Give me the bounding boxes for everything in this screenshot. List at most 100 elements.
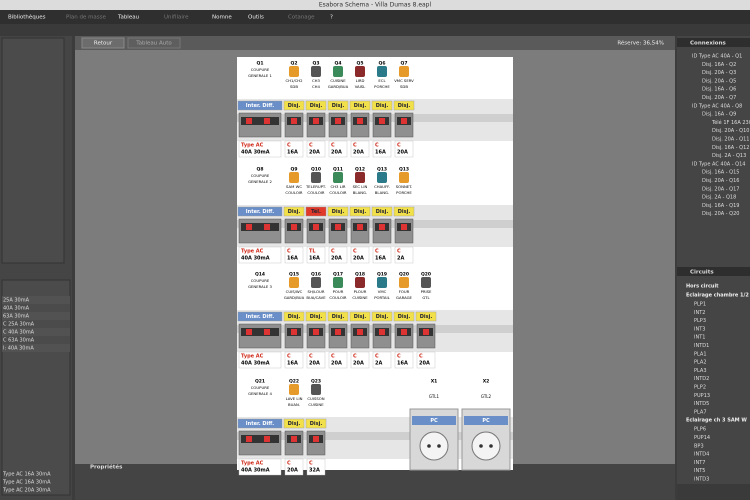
- circuit-item[interactable]: INTD5: [694, 401, 709, 407]
- circuit-item[interactable]: INT5: [694, 468, 705, 474]
- module-head[interactable]: [393, 206, 415, 217]
- module-head[interactable]: [237, 206, 283, 217]
- menu-item[interactable]: Bibliothèques: [8, 14, 46, 21]
- circuit-item[interactable]: PLA2: [694, 360, 707, 366]
- circuit-item[interactable]: PLP6: [694, 427, 706, 433]
- module-head[interactable]: [371, 311, 393, 322]
- module-head[interactable]: [305, 206, 327, 217]
- tree-item[interactable]: Disj. 16A - Q9: [702, 112, 736, 118]
- module-head[interactable]: [283, 418, 305, 429]
- module-head[interactable]: [371, 100, 393, 111]
- module-head[interactable]: [349, 311, 371, 322]
- menu-item[interactable]: ?: [330, 15, 333, 21]
- module-desc: GARD/BUA: [328, 84, 349, 89]
- tree-item[interactable]: Disj. 20A - Q11: [712, 137, 749, 143]
- module-head[interactable]: [327, 206, 349, 217]
- module-head[interactable]: [349, 100, 371, 111]
- left-item[interactable]: 40A 30mA: [3, 306, 30, 312]
- module-head[interactable]: [393, 100, 415, 111]
- tree-item[interactable]: Disj. 20A - Q3: [702, 70, 736, 76]
- left-item[interactable]: I: 40A 30mA: [3, 346, 34, 352]
- back-label[interactable]: Retour: [94, 41, 113, 47]
- tree-item[interactable]: Disj. 16A - Q6: [702, 87, 736, 93]
- tree-item[interactable]: ID Type AC 40A - Q8: [692, 103, 742, 109]
- module-head[interactable]: [237, 311, 283, 322]
- circuit-item[interactable]: INT3: [694, 326, 705, 332]
- circuit-item[interactable]: PLA7: [694, 409, 707, 415]
- left-item[interactable]: C 25A 30mA: [3, 322, 35, 328]
- module-head[interactable]: [237, 418, 283, 429]
- tree-item[interactable]: Disj. 20A - Q5: [702, 78, 736, 84]
- circuit-item[interactable]: INT1: [694, 335, 705, 341]
- module-id: Q12: [355, 167, 365, 173]
- tree-item[interactable]: Disj. 2A - Q13: [712, 153, 746, 159]
- module-head[interactable]: [349, 206, 371, 217]
- tree-item[interactable]: Disj. 16A - Q2: [702, 62, 736, 68]
- left-item[interactable]: Type AC 16A 30mA: [2, 480, 51, 486]
- circuit-item[interactable]: PLA3: [694, 368, 707, 374]
- menu-item[interactable]: Plan de masse: [66, 15, 107, 21]
- module-head[interactable]: [283, 311, 305, 322]
- tree-item[interactable]: Disj. 20A - Q16: [702, 178, 739, 184]
- menu-item[interactable]: Outils: [248, 15, 264, 21]
- circuit-item[interactable]: INTD1: [694, 343, 709, 349]
- tree-item[interactable]: Disj. 16A - Q12: [712, 145, 749, 151]
- module-desc: VAISL: [355, 84, 366, 89]
- tree-item[interactable]: ID Type AC 40A - Q14: [692, 161, 745, 167]
- module-head[interactable]: [327, 100, 349, 111]
- tree-item[interactable]: Disj. 16A - Q19: [702, 203, 739, 209]
- tree-item[interactable]: Disj. 20A - Q10: [712, 128, 749, 134]
- left-item[interactable]: C 63A 30mA: [3, 338, 35, 344]
- circuit-item[interactable]: PLA1: [694, 351, 707, 357]
- left-item[interactable]: 63A 30mA: [3, 314, 30, 320]
- circuit-group[interactable]: Eclairage chambre 1/2: [686, 293, 749, 299]
- tree-item[interactable]: Disj. 20A - Q17: [702, 186, 739, 192]
- circuit-group[interactable]: Eclairage ch 3 SAM W: [686, 418, 747, 424]
- module-head[interactable]: [283, 206, 305, 217]
- left-item[interactable]: Type AC 20A 30mA: [2, 488, 51, 494]
- module-head[interactable]: [371, 206, 393, 217]
- breaker-toggle: [357, 118, 363, 124]
- menu-item[interactable]: Unifilaire: [164, 15, 189, 21]
- rating-type: C: [309, 143, 313, 149]
- circuit-item[interactable]: INT7: [694, 460, 705, 466]
- module-head[interactable]: [305, 418, 327, 429]
- module-head[interactable]: [305, 311, 327, 322]
- auto-label[interactable]: Tableau Auto: [135, 41, 172, 47]
- circuit-item[interactable]: BP3: [694, 443, 704, 449]
- circuit-item[interactable]: PUP14: [694, 435, 710, 441]
- circuit-item[interactable]: PLP3: [694, 318, 706, 324]
- tree-item[interactable]: Télé 1F 16A 230V: [711, 119, 750, 126]
- tree-item[interactable]: Disj. 2A - Q18: [702, 195, 736, 201]
- back-button[interactable]: [81, 37, 125, 49]
- circuit-group[interactable]: Hors circuit: [686, 284, 719, 290]
- module-icon: [355, 66, 365, 77]
- auto-button[interactable]: [127, 37, 181, 49]
- module-head[interactable]: [327, 311, 349, 322]
- module-desc: GTL: [422, 295, 430, 300]
- tree-item[interactable]: Disj. 16A - Q15: [702, 170, 739, 176]
- menu-item[interactable]: Cotanage: [288, 15, 315, 21]
- module-head[interactable]: [393, 311, 415, 322]
- module-head[interactable]: [415, 311, 437, 322]
- tree-item[interactable]: Disj. 20A - Q7: [702, 95, 736, 101]
- left-item[interactable]: 25A 30mA: [3, 298, 30, 304]
- circuit-item[interactable]: PLP1: [694, 302, 706, 308]
- module-head[interactable]: [237, 100, 283, 111]
- circuit-item[interactable]: PUP13: [694, 393, 710, 399]
- menu-item[interactable]: Tableau: [117, 15, 139, 21]
- left-item[interactable]: Type AC 16A 30mA: [2, 472, 51, 478]
- module-desc: PRISE: [421, 289, 432, 294]
- circuit-item[interactable]: INTD4: [694, 452, 709, 458]
- module-head[interactable]: [305, 100, 327, 111]
- circuit-item[interactable]: INT2: [694, 310, 705, 316]
- tree-item[interactable]: Disj. 20A - Q20: [702, 211, 739, 217]
- menu-item[interactable]: Nomne: [212, 15, 232, 21]
- circuit-item[interactable]: PLP2: [694, 385, 706, 391]
- left-item[interactable]: C 40A 30mA: [3, 330, 35, 336]
- circuit-item[interactable]: INTD2: [694, 376, 709, 382]
- circuit-item[interactable]: INTD3: [694, 477, 709, 483]
- tree-item[interactable]: ID Type AC 40A - Q1: [692, 54, 742, 60]
- module-head[interactable]: [283, 100, 305, 111]
